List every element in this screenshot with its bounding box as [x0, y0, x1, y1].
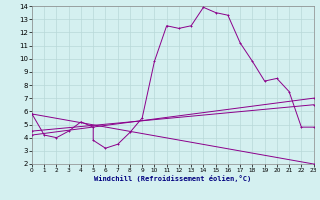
X-axis label: Windchill (Refroidissement éolien,°C): Windchill (Refroidissement éolien,°C): [94, 175, 252, 182]
